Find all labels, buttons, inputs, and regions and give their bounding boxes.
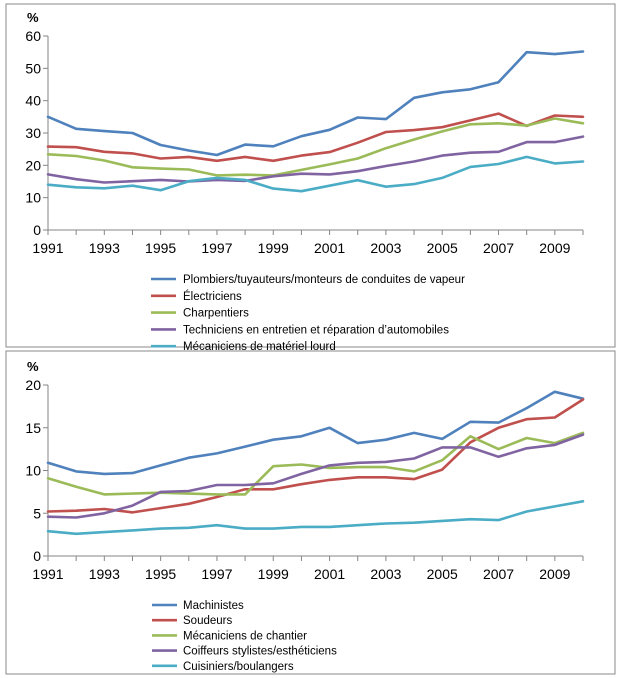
x-tick-label: 1991 xyxy=(32,240,63,256)
legend-label-5: Mécaniciens de matériel lourd xyxy=(183,341,336,353)
series-line-2 xyxy=(46,112,585,163)
series-line-5 xyxy=(46,155,585,193)
legend-label-5: Cuisiniers/boulangers xyxy=(183,661,294,673)
x-tick-label: 2009 xyxy=(539,240,570,256)
x-tick-label: 1995 xyxy=(145,566,176,582)
y-tick-label: 15 xyxy=(25,420,41,436)
legend-label-1: Machinistes xyxy=(183,600,244,612)
x-tick-label: 1995 xyxy=(145,240,176,256)
legend-label-4: Coiffeurs stylistes/esthéticiens xyxy=(183,646,337,658)
y-tick-label: 50 xyxy=(25,60,41,76)
x-tick-label: 1999 xyxy=(258,566,289,582)
y-tick-label: 30 xyxy=(25,125,41,141)
y-tick-label: 0 xyxy=(33,222,41,238)
x-tick-label: 1993 xyxy=(89,240,120,256)
x-tick-label: 2009 xyxy=(539,566,570,582)
y-tick-label: 10 xyxy=(25,190,41,206)
x-tick-label: 2001 xyxy=(314,240,345,256)
chart-panel-2: 0 5 10 15 20% 1991 1993 1995 1997 1999 2001 2003 200… xyxy=(5,350,616,675)
x-tick-label: 1991 xyxy=(32,566,63,582)
x-tick-label: 1999 xyxy=(258,240,289,256)
y-tick-label: 5 xyxy=(33,505,41,521)
panel-border xyxy=(5,3,616,348)
y-tick-label: 60 xyxy=(25,28,41,44)
series-line-2 xyxy=(46,398,585,514)
series-line-1 xyxy=(46,390,585,476)
x-tick-label: 1997 xyxy=(201,240,232,256)
x-tick-label: 2003 xyxy=(370,566,401,582)
x-tick-label: 2005 xyxy=(427,566,458,582)
legend-label-3: Charpentiers xyxy=(183,308,249,320)
legend-label-2: Soudeurs xyxy=(183,615,232,627)
y-tick-label: 10 xyxy=(25,463,41,479)
x-tick-label: 1993 xyxy=(89,566,120,582)
x-tick-label: 2007 xyxy=(483,240,514,256)
series-line-3 xyxy=(46,431,585,496)
y-tick-label: 40 xyxy=(25,93,41,109)
legend-label-3: Mécaniciens de chantier xyxy=(183,630,307,642)
series-line-5 xyxy=(46,499,585,536)
series-line-4 xyxy=(46,433,585,519)
legend-label-2: Électriciens xyxy=(183,290,242,303)
y-tick-label: 0 xyxy=(33,548,41,564)
chart-panel-1: 0 10 20 30 40 50 60% 1991 1993 1995 1997 1999 2001 20… xyxy=(5,3,616,353)
legend-label-1: Plombiers/tuyauteurs/monteurs de conduit… xyxy=(183,274,465,286)
y-axis-label: % xyxy=(27,359,39,374)
series-line-1 xyxy=(46,50,585,157)
x-tick-label: 2007 xyxy=(483,566,514,582)
series-line-4 xyxy=(46,135,585,184)
y-tick-label: 20 xyxy=(25,377,41,393)
y-axis-label: % xyxy=(27,10,39,25)
x-tick-label: 2005 xyxy=(427,240,458,256)
y-tick-label: 20 xyxy=(25,157,41,173)
x-tick-label: 2001 xyxy=(314,566,345,582)
legend-label-4: Techniciens en entretien et réparation d… xyxy=(183,324,449,336)
x-tick-label: 2003 xyxy=(370,240,401,256)
x-tick-label: 1997 xyxy=(201,566,232,582)
series-line-3 xyxy=(46,117,585,177)
